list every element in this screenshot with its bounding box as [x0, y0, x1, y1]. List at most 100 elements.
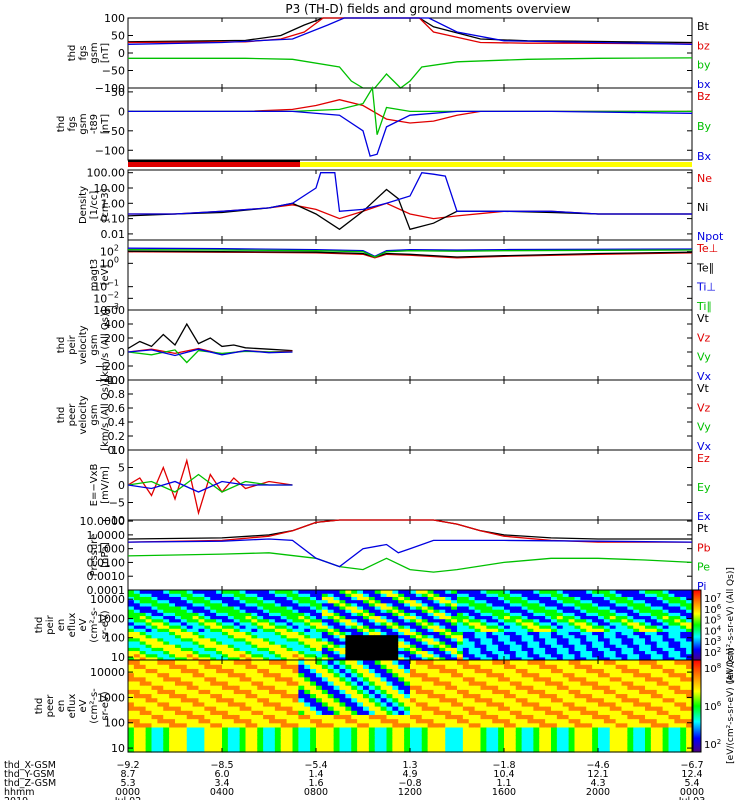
heat-cell — [157, 640, 164, 645]
heat-cell — [304, 685, 311, 690]
heat-cell — [186, 680, 194, 686]
heat-cell — [368, 650, 376, 655]
heat-cell — [192, 634, 200, 639]
heat-cell — [415, 743, 423, 749]
heat-cell — [680, 609, 687, 613]
heat-cell — [474, 739, 482, 745]
heat-cell — [474, 731, 482, 736]
heat-cell — [257, 609, 264, 613]
heat-cell — [421, 653, 429, 658]
heat-cell — [204, 618, 211, 623]
heat-cell — [451, 647, 458, 652]
heat-cell — [462, 605, 470, 610]
heat-cell — [133, 628, 141, 632]
heat-cell — [251, 664, 258, 669]
heat-cell — [339, 693, 346, 699]
heat-cell — [386, 647, 393, 652]
heat-cell — [574, 668, 581, 674]
heat-cell — [327, 650, 335, 655]
heat-cell — [474, 634, 482, 639]
heat-cell — [321, 634, 329, 639]
heat-cell — [639, 644, 646, 648]
heat-cell — [421, 660, 429, 665]
heat-cell — [251, 731, 258, 736]
heat-cell — [128, 714, 135, 720]
heat-cell — [556, 668, 564, 674]
heat-cell — [551, 634, 558, 639]
heat-cell — [257, 605, 264, 610]
heat-cell — [227, 612, 235, 617]
heat-cell — [415, 656, 423, 661]
heat-cell — [263, 628, 270, 632]
heat-cell — [598, 701, 605, 707]
heat-cell — [222, 656, 229, 661]
heat-cell — [257, 731, 264, 736]
heat-cell — [163, 615, 170, 620]
heat-cell — [410, 672, 417, 678]
heat-cell — [656, 718, 664, 724]
heat-cell — [474, 631, 482, 636]
heat-cell — [480, 726, 487, 732]
heat-cell — [233, 664, 241, 669]
heat-cell — [451, 653, 458, 658]
heat-cell — [462, 596, 470, 601]
heat-cell — [457, 722, 464, 728]
heat-cell — [192, 609, 200, 613]
heat-cell — [274, 644, 282, 648]
heat-cell — [192, 644, 200, 648]
heat-cell — [222, 668, 229, 674]
heat-cell — [304, 599, 311, 604]
heat-cell — [333, 653, 341, 658]
heat-cell — [562, 650, 570, 655]
colorbar-tick-exponent: 7 — [717, 592, 721, 600]
heat-cell — [521, 605, 529, 610]
heat-cell — [468, 602, 476, 607]
heat-cell — [216, 590, 223, 594]
heat-cell — [462, 689, 470, 695]
heat-cell — [680, 676, 687, 682]
heat-cell — [321, 743, 329, 749]
heat-cell — [674, 697, 681, 703]
heat-cell — [298, 739, 305, 745]
heat-cell — [280, 714, 288, 720]
heat-cell — [674, 680, 681, 686]
heat-cell — [192, 653, 200, 658]
heat-cell — [680, 731, 687, 736]
heat-cell — [645, 726, 652, 732]
heat-cell — [133, 676, 141, 682]
heat-cell — [145, 602, 153, 607]
heat-cell — [404, 596, 411, 601]
heat-cell — [351, 747, 358, 753]
x-row-value: 1600 — [492, 787, 516, 798]
heat-cell — [316, 609, 323, 613]
heat-cell — [233, 593, 241, 597]
heat-cell — [474, 615, 482, 620]
heat-cell — [380, 710, 388, 715]
heat-cell — [645, 676, 652, 682]
heat-cell — [533, 590, 540, 594]
heat-cell — [686, 634, 693, 639]
heat-cell — [327, 653, 335, 658]
heat-cell — [186, 590, 194, 594]
heat-cell — [586, 731, 593, 736]
heat-cell — [292, 590, 299, 594]
heat-cell — [339, 615, 346, 620]
heat-cell — [621, 596, 628, 601]
heat-cell — [498, 596, 505, 601]
heat-cell — [151, 628, 158, 632]
heat-cell — [222, 605, 229, 610]
heat-cell — [386, 628, 393, 632]
heat-cell — [445, 593, 452, 597]
heat-cell — [192, 615, 200, 620]
heat-cell — [398, 735, 405, 741]
heat-cell — [545, 718, 552, 724]
heat-cell — [686, 693, 693, 699]
heat-cell — [621, 590, 628, 594]
heat-cell — [280, 653, 288, 658]
heat-cell — [133, 599, 141, 604]
heat-cell — [410, 743, 417, 749]
heat-cell — [169, 726, 176, 732]
heat-cell — [410, 602, 417, 607]
heat-cell — [410, 640, 417, 645]
heat-cell — [686, 697, 693, 703]
